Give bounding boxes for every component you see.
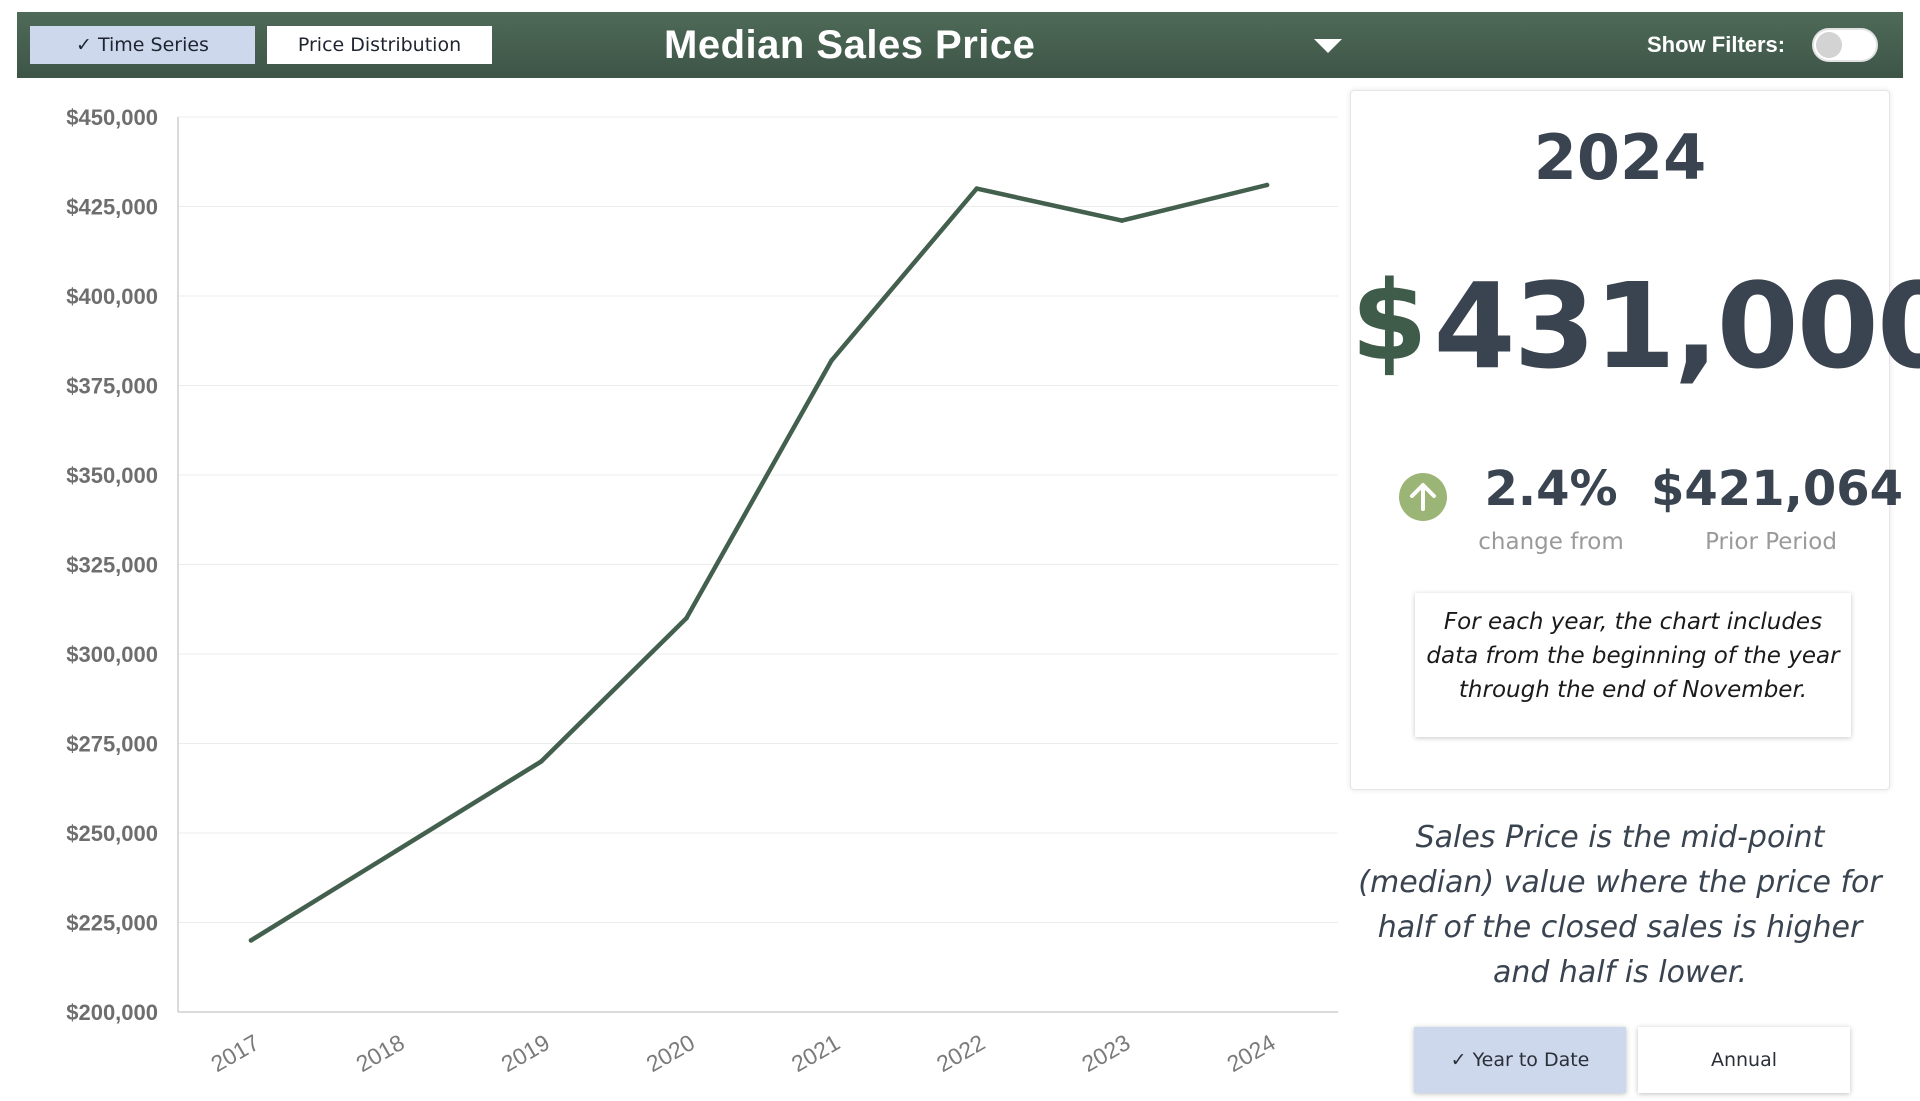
annual-button[interactable]: Annual [1638, 1027, 1850, 1093]
data-point[interactable] [1264, 182, 1270, 188]
dollar-sign: $ [1351, 257, 1428, 385]
x-tick-label: 2022 [932, 1029, 989, 1077]
x-tick-label: 2024 [1222, 1029, 1279, 1077]
y-tick-label: $450,000 [66, 105, 158, 130]
x-tick-label: 2019 [497, 1029, 554, 1077]
y-tick-label: $250,000 [66, 821, 158, 846]
toggle-knob [1816, 32, 1842, 58]
header-bar: ✓ Time Series Price Distribution Median … [17, 12, 1903, 78]
prior-period-value: $421,064 [1651, 461, 1904, 517]
year-to-date-label: Year to Date [1472, 1049, 1590, 1071]
data-point[interactable] [393, 848, 399, 854]
show-filters-label: Show Filters: [1647, 32, 1786, 57]
y-tick-label: $375,000 [66, 374, 158, 399]
x-tick-label: 2021 [787, 1029, 844, 1077]
y-tick-label: $275,000 [66, 732, 158, 757]
metric-definition: Sales Price is the mid-point (median) va… [1358, 820, 1882, 990]
kpi-value: $431,000 [1351, 266, 1920, 385]
tab-time-series-label: Time Series [97, 34, 209, 56]
data-point[interactable] [538, 759, 544, 764]
kpi-year: 2024 [1533, 121, 1707, 194]
check-icon: ✓ [76, 34, 92, 56]
annual-label: Annual [1710, 1049, 1778, 1071]
y-tick-label: $325,000 [66, 553, 158, 578]
median-price-series-line [248, 182, 1270, 943]
data-point[interactable] [974, 186, 980, 191]
prior-period-label: Prior Period [1705, 529, 1837, 555]
kpi-amount: 431,000 [1433, 257, 1920, 395]
tab-price-distribution[interactable]: Price Distribution [267, 26, 492, 64]
tab-price-distribution-label: Price Distribution [297, 34, 462, 56]
tab-time-series[interactable]: ✓ Time Series [30, 26, 255, 64]
median-price-line-chart: $200,000 $225,000 $250,000 $275,000 $300,000… [66, 105, 1338, 1077]
show-filters-toggle[interactable] [1812, 28, 1878, 62]
data-point[interactable] [248, 938, 254, 943]
change-percent: 2.4% [1484, 461, 1618, 517]
data-point[interactable] [684, 615, 689, 621]
kpi-card: 2024 $431,000 2.4% change from $421,064 … [1350, 90, 1920, 790]
metric-selector[interactable]: Median Sales Price [634, 12, 1354, 78]
data-point[interactable] [829, 358, 834, 363]
year-to-date-button[interactable]: ✓ Year to Date [1414, 1027, 1626, 1093]
y-tick-label: $200,000 [66, 1000, 158, 1025]
arrow-up-icon [1399, 473, 1447, 521]
data-point[interactable] [1119, 218, 1125, 223]
date-range-note: For each year, the chart includes data f… [1415, 593, 1851, 737]
x-tick-label: 2017 [206, 1029, 263, 1077]
y-tick-label: $225,000 [66, 911, 158, 936]
y-tick-label: $300,000 [66, 642, 158, 667]
y-tick-label: $400,000 [66, 284, 158, 309]
chevron-down-icon[interactable] [1314, 39, 1342, 53]
change-label: change from [1478, 529, 1624, 555]
x-tick-label: 2023 [1077, 1029, 1134, 1077]
x-tick-label: 2018 [351, 1029, 408, 1077]
y-tick-label: $425,000 [66, 195, 158, 220]
x-tick-label: 2020 [642, 1029, 699, 1077]
check-icon: ✓ [1450, 1049, 1467, 1071]
y-tick-label: $350,000 [66, 463, 158, 488]
page-title: Median Sales Price [664, 23, 1036, 67]
